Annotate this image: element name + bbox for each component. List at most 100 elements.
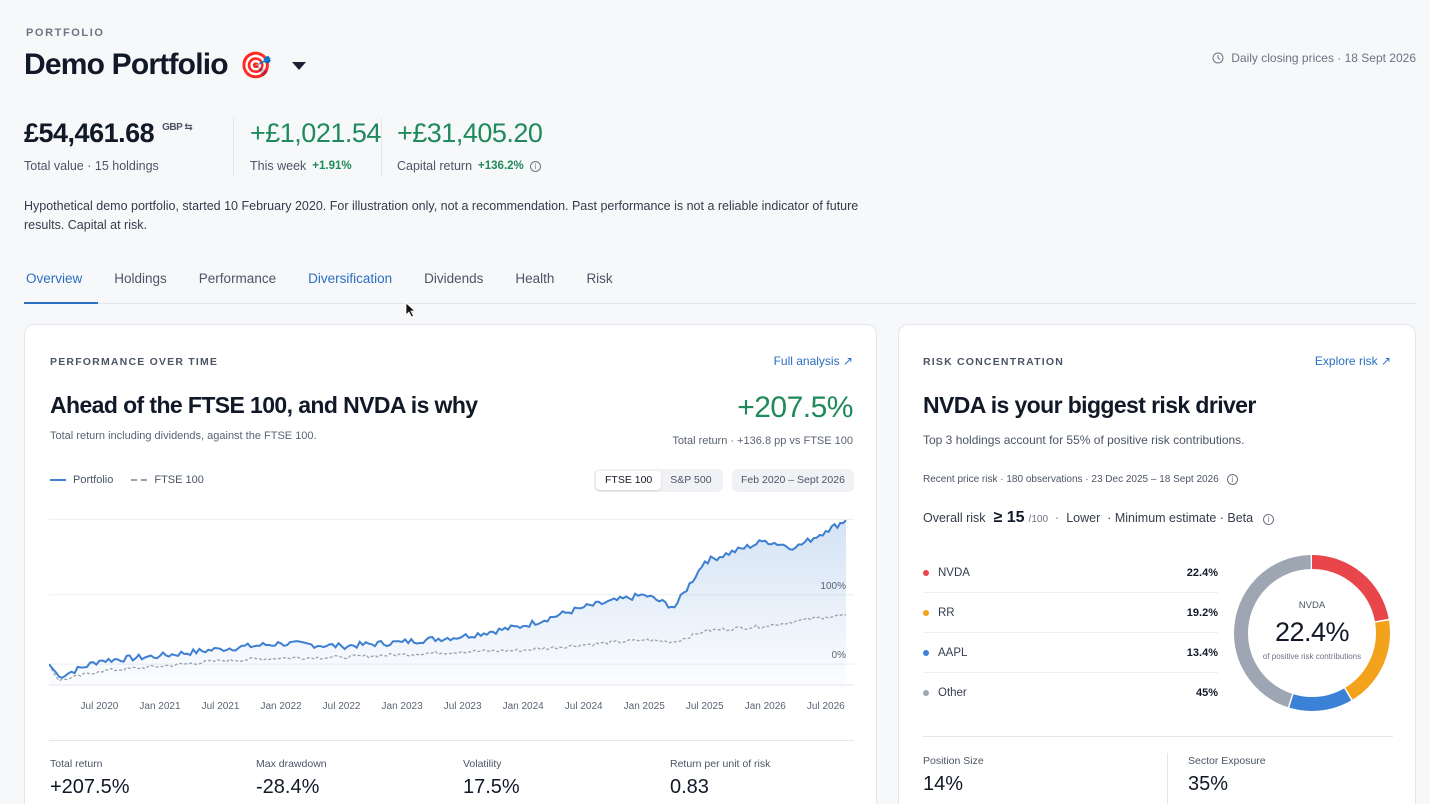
tab-diversification[interactable]: Diversification	[308, 271, 393, 286]
capital-label: Capital return	[397, 159, 473, 173]
risk-row-nvda: NVDA 22.4%	[923, 553, 1218, 593]
tab-health[interactable]: Health	[515, 271, 555, 286]
date-range-picker[interactable]: Feb 2020 – Sept 2026	[732, 469, 854, 492]
metric-volatility: Volatility 17.5%	[463, 758, 520, 798]
risk-divider	[923, 736, 1393, 737]
overall-level: Lower	[1066, 511, 1101, 525]
y-tick-label: 100%	[820, 581, 846, 592]
metric-max-drawdown: Max drawdown -28.4%	[256, 758, 327, 798]
legend-swatch	[50, 479, 66, 481]
week-change-stat: +£1,021.54 This week +1.91%	[250, 118, 381, 173]
x-tick-label: Jul 2021	[202, 701, 240, 712]
donut-slice-aapl	[1234, 555, 1390, 711]
tab-performance[interactable]: Performance	[198, 271, 277, 286]
legend-item-ftse: FTSE 100	[131, 474, 204, 486]
full-analysis-link[interactable]: Full analysis ↗	[773, 354, 853, 368]
donut-center: NVDA 22.4% of positive risk contribution…	[1262, 600, 1362, 661]
x-tick-label: Jan 2023	[382, 701, 424, 712]
donut-slice-other	[1234, 555, 1390, 711]
tab-holdings[interactable]: Holdings	[114, 271, 167, 286]
currency-toggle[interactable]: GBP ⇆	[162, 122, 193, 133]
y-tick-label: 0%	[832, 650, 847, 661]
capital-return: +£31,405.20	[397, 118, 543, 148]
risk-note: Top 3 holdings account for 55% of positi…	[923, 433, 1245, 447]
x-tick-label: Jan 2022	[260, 701, 302, 712]
info-icon[interactable]: i	[529, 160, 541, 172]
risk-vertical-divider	[1167, 753, 1168, 804]
tab-bar: Overview Holdings Performance Diversific…	[24, 262, 1416, 304]
x-tick-label: Jan 2024	[503, 701, 545, 712]
metric-sector-exposure: Sector Exposure 35%	[1188, 755, 1266, 795]
performance-eyebrow: PERFORMANCE OVER TIME	[50, 356, 219, 368]
prices-note: Daily closing prices · 18 Sept 2026	[1212, 51, 1416, 65]
tab-dividends[interactable]: Dividends	[424, 271, 484, 286]
overall-risk: Overall risk ≥ 15 /100 · Lower · Minimum…	[923, 509, 1275, 527]
risk-card: RISK CONCENTRATION Explore risk ↗ NVDA i…	[898, 324, 1416, 804]
mouse-cursor-icon	[405, 302, 417, 318]
tab-risk[interactable]: Risk	[586, 271, 613, 286]
risk-row-rr: RR 19.2%	[923, 593, 1218, 633]
portfolio-series-line	[49, 519, 847, 679]
total-return-sub: Total return · +136.8 pp vs FTSE 100	[672, 435, 853, 447]
x-tick-label: Jul 2023	[444, 701, 482, 712]
x-tick-label: Jul 2026	[807, 701, 845, 712]
x-tick-label: Jul 2020	[81, 701, 119, 712]
stat-divider	[381, 118, 382, 176]
risk-headline: NVDA is your biggest risk driver	[923, 392, 1256, 418]
bench-ftse-option[interactable]: FTSE 100	[596, 471, 662, 490]
risk-dot	[923, 649, 929, 656]
total-return-big: +207.5%	[737, 391, 853, 424]
risk-dot	[923, 690, 929, 696]
risk-dot	[923, 609, 929, 616]
prices-note-text: Daily closing prices · 18 Sept 2026	[1231, 51, 1416, 65]
portfolio-title-row[interactable]: Demo Portfolio 🎯	[24, 48, 307, 82]
performance-headline: Ahead of the FTSE 100, and NVDA is why	[50, 392, 478, 418]
portfolio-area	[49, 520, 846, 685]
total-value-label: Total value · 15 holdings	[24, 159, 159, 173]
risk-eyebrow: RISK CONCENTRATION	[923, 356, 1064, 368]
clock-icon	[1212, 52, 1224, 64]
capital-return-stat: +£31,405.20 Capital return +136.2% i	[397, 118, 543, 173]
risk-meta: Recent price risk · 180 observations · 2…	[923, 474, 1238, 485]
donut-slice-nvda	[1234, 555, 1390, 711]
legend-swatch	[131, 479, 148, 481]
overall-score: ≥ 15	[993, 509, 1025, 526]
chart-legend: Portfolio FTSE 100	[50, 474, 204, 486]
info-icon[interactable]: i	[1263, 514, 1275, 525]
bench-sp500-option[interactable]: S&P 500	[670, 474, 712, 486]
performance-note: Total return including dividends, agains…	[50, 430, 317, 442]
total-value-stat: £54,461.68 GBP ⇆ Total value · 15 holding…	[24, 118, 193, 173]
ftse-series-line	[49, 613, 847, 682]
info-icon[interactable]: i	[1226, 474, 1238, 485]
portfolio-dropdown-icon[interactable]	[292, 62, 307, 70]
page-title: Demo Portfolio	[24, 48, 229, 81]
donut-slice-rr	[1234, 555, 1390, 711]
x-tick-label: Jan 2026	[745, 701, 787, 712]
risk-donut-chart	[1234, 555, 1390, 711]
tab-overview[interactable]: Overview	[24, 262, 99, 304]
metric-return-per-risk: Return per unit of risk 0.83	[670, 758, 771, 798]
x-tick-label: Jul 2025	[686, 701, 724, 712]
stat-divider	[233, 118, 234, 176]
metrics-divider	[49, 740, 854, 741]
legend-item-portfolio: Portfolio	[50, 474, 113, 486]
disclaimer: Hypothetical demo portfolio, started 10 …	[24, 199, 859, 232]
benchmark-toggle: FTSE 100 S&P 500	[594, 469, 723, 492]
metric-position-size: Position Size 14%	[923, 755, 984, 795]
x-tick-label: Jan 2021	[139, 701, 181, 712]
risk-row-other: Other 45%	[923, 673, 1218, 713]
total-value: £54,461.68	[24, 118, 155, 148]
x-tick-label: Jul 2022	[323, 701, 361, 712]
week-pct: +1.91%	[312, 160, 352, 172]
x-tick-label: Jul 2024	[565, 701, 603, 712]
x-tick-label: Jan 2025	[624, 701, 666, 712]
week-label: This week	[250, 159, 307, 173]
explore-risk-link[interactable]: Explore risk ↗	[1314, 354, 1391, 368]
portfolio-eyebrow: PORTFOLIO	[26, 27, 105, 39]
risk-dot	[923, 569, 929, 576]
target-emoji-icon: 🎯	[239, 49, 273, 80]
week-change: +£1,021.54	[250, 118, 381, 148]
risk-row-aapl: AAPL 13.4%	[923, 633, 1218, 673]
performance-card: PERFORMANCE OVER TIME Full analysis ↗ Ah…	[24, 324, 877, 804]
performance-chart: 100% 0% Jul 2020 Jan 2021 Jul 2021 Jan 2022 Ju…	[49, 518, 854, 712]
